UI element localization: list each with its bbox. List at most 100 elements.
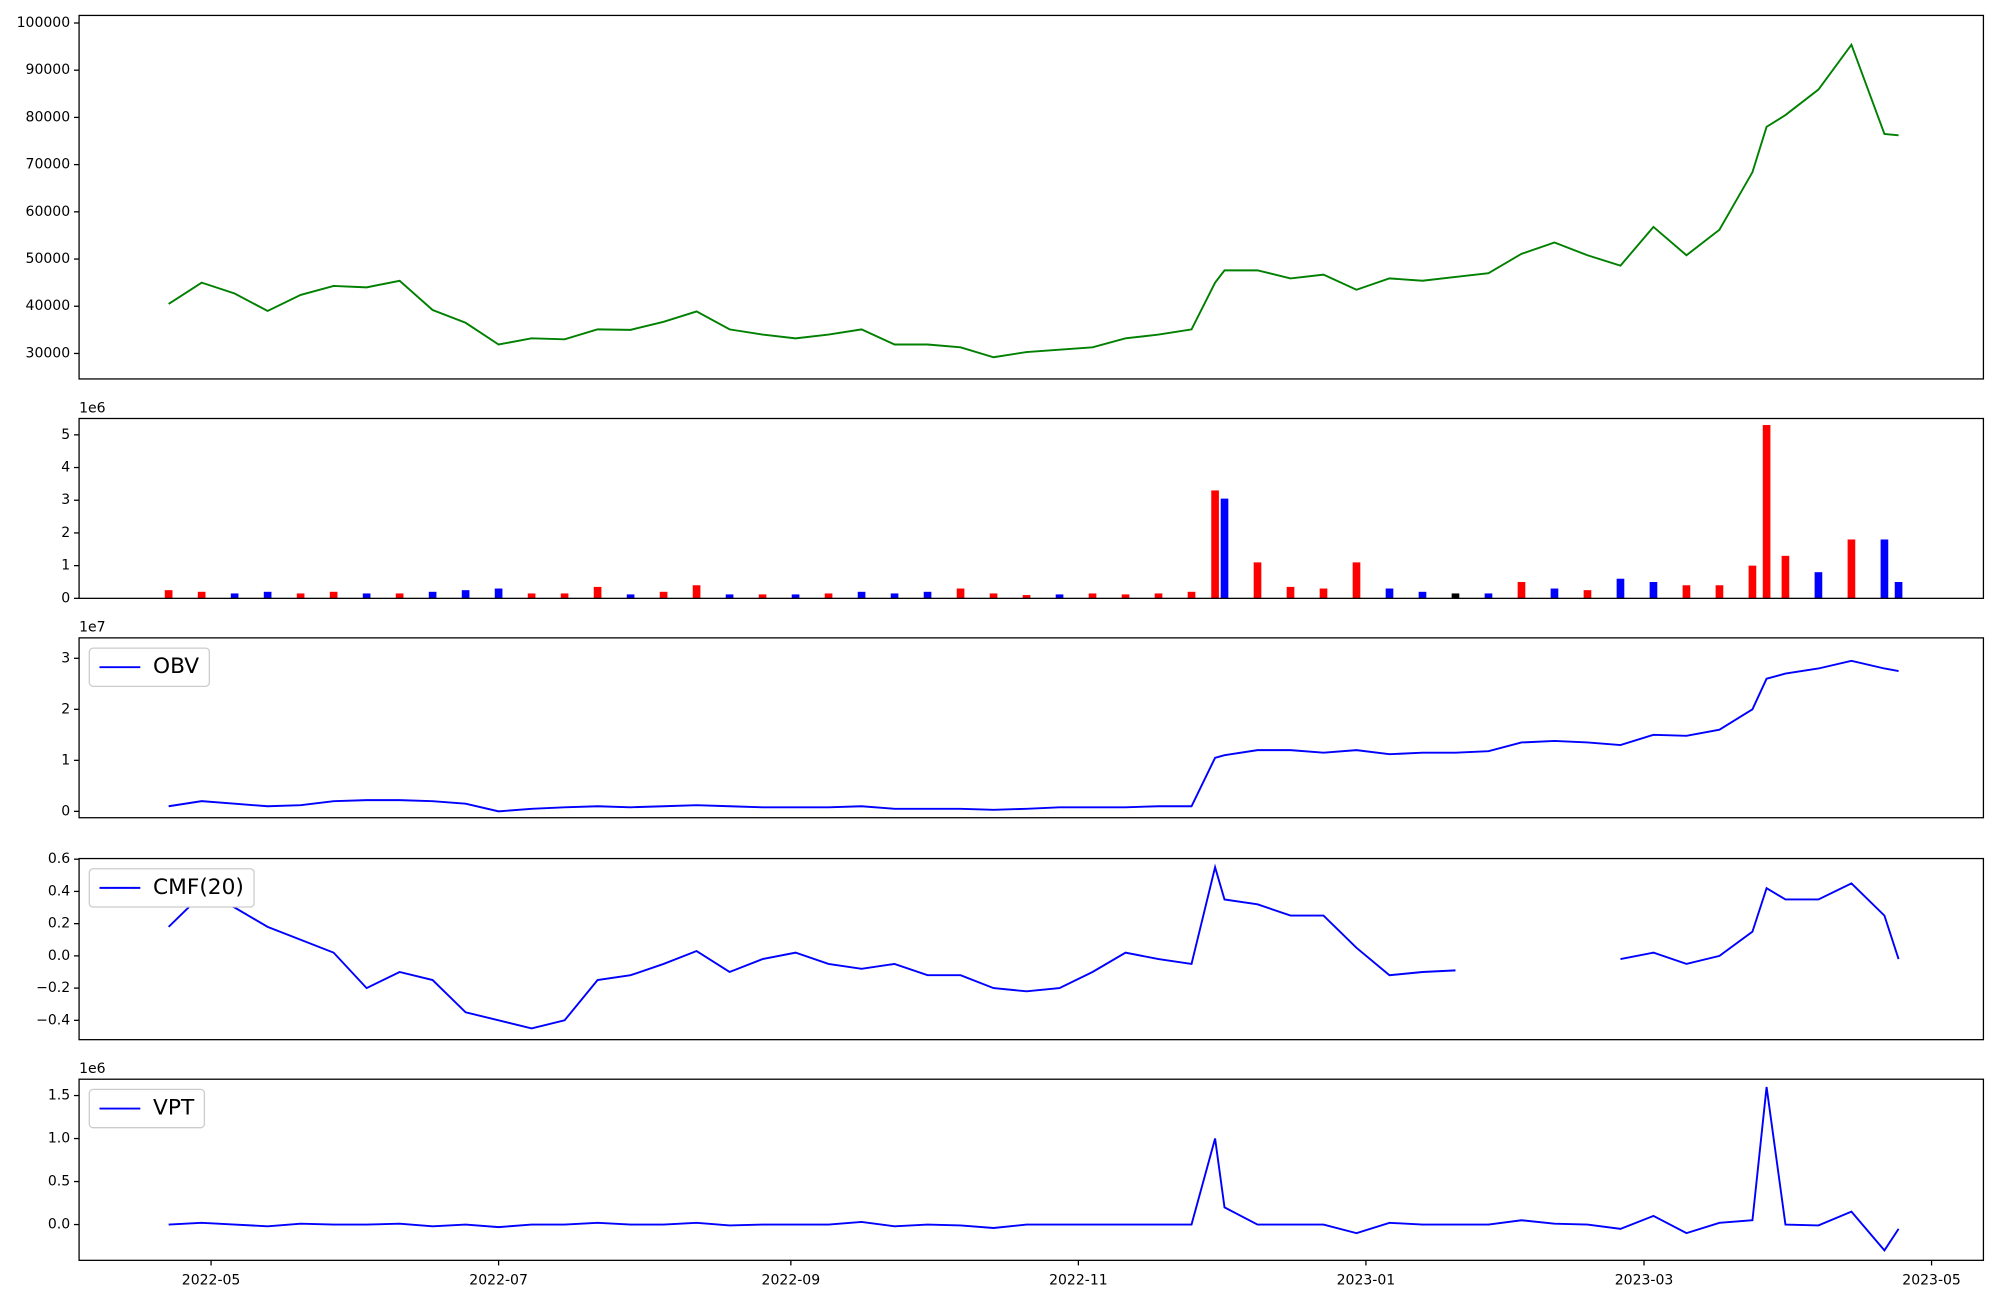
legend-text: OBV <box>153 654 199 679</box>
bar <box>824 593 833 599</box>
line <box>168 659 1899 813</box>
bar <box>1748 565 1757 599</box>
line <box>168 1086 1900 1252</box>
bar <box>527 593 536 599</box>
bar <box>692 585 701 599</box>
axes-frame <box>78 417 1985 599</box>
bar <box>1253 562 1262 599</box>
y-tick-label: 0.6 <box>48 851 70 867</box>
bar <box>1682 585 1691 599</box>
y-tick-label: 0.0 <box>48 1217 70 1233</box>
y-tick-label: −0.4 <box>36 1012 70 1028</box>
legend-text: CMF(20) <box>153 875 244 900</box>
axes-frame <box>78 637 1985 819</box>
bar <box>1187 591 1196 599</box>
x-tick-label: 2022-09 <box>762 1273 821 1289</box>
bar <box>263 591 272 599</box>
bar <box>461 590 470 599</box>
bar <box>1484 593 1493 599</box>
bar <box>197 591 206 599</box>
bar <box>362 593 371 599</box>
y-tick-label: 70000 <box>26 157 71 173</box>
bar <box>1762 425 1771 599</box>
bar <box>1781 555 1790 599</box>
y-tick-label: 100000 <box>17 15 71 31</box>
bar <box>1517 581 1526 599</box>
bar <box>1385 588 1394 599</box>
axes-frame <box>78 1078 1985 1261</box>
bar <box>1154 593 1163 599</box>
bar <box>1055 594 1064 599</box>
bar <box>1814 572 1823 599</box>
y-tick-label: 3 <box>61 650 70 666</box>
bar <box>791 594 800 599</box>
bar <box>230 593 239 599</box>
bar <box>725 594 734 599</box>
y-tick-label: 2 <box>61 525 70 541</box>
line <box>167 863 1900 1030</box>
bar <box>1847 539 1856 599</box>
legend-box <box>88 647 210 687</box>
x-tick-label: 2022-07 <box>469 1273 528 1289</box>
y-tick-label: 1 <box>61 752 70 768</box>
bar <box>1220 498 1229 599</box>
y-tick-label: 0.0 <box>48 948 70 964</box>
axis-offset-label: 1e7 <box>79 620 105 636</box>
legend-text: VPT <box>153 1096 195 1121</box>
bar <box>428 591 437 599</box>
legend-box <box>88 1088 206 1129</box>
y-tick-label: 0.5 <box>48 1174 70 1190</box>
y-tick-label: 90000 <box>26 62 71 78</box>
bar <box>1418 591 1427 599</box>
bar <box>1022 595 1031 599</box>
x-tick-label: 2022-05 <box>182 1273 241 1289</box>
bar <box>1451 593 1460 599</box>
x-tick-label: 2023-03 <box>1615 1273 1674 1289</box>
bar <box>329 591 338 599</box>
y-tick-label: 40000 <box>26 298 71 314</box>
axes-frame <box>78 14 1985 380</box>
bar <box>1319 588 1328 599</box>
bar <box>626 594 635 599</box>
bar <box>593 586 602 599</box>
bar <box>494 588 503 599</box>
y-tick-label: 3 <box>61 492 70 508</box>
x-tick-label: 2023-01 <box>1337 1273 1396 1289</box>
x-tick-label: 2022-11 <box>1049 1273 1108 1289</box>
y-tick-label: 4 <box>61 460 70 476</box>
bar <box>890 593 899 599</box>
bar <box>1880 539 1889 599</box>
bar <box>1286 586 1295 599</box>
bar <box>1616 578 1625 599</box>
bar <box>1715 585 1724 599</box>
y-tick-label: 0 <box>61 590 70 606</box>
bar <box>1583 590 1592 599</box>
bar <box>1649 581 1658 599</box>
bar <box>659 591 668 599</box>
y-tick-label: 50000 <box>26 251 71 267</box>
bar <box>857 591 866 599</box>
bar <box>164 590 173 599</box>
bar <box>956 588 965 599</box>
bar <box>1211 490 1219 599</box>
bar <box>1121 594 1130 599</box>
bar <box>758 594 767 599</box>
y-tick-label: 1 <box>61 558 70 574</box>
y-tick-label: 0.4 <box>48 883 70 899</box>
y-tick-label: 1.5 <box>48 1088 70 1104</box>
axes-frame <box>78 857 1985 1041</box>
y-tick-label: 0 <box>61 803 70 819</box>
y-tick-label: 5 <box>61 427 70 443</box>
legend-box <box>88 868 255 908</box>
line <box>168 42 1899 359</box>
y-tick-label: 1.0 <box>48 1131 70 1147</box>
y-tick-label: 2 <box>61 701 70 717</box>
y-tick-label: 0.2 <box>48 916 70 932</box>
bar <box>395 593 404 599</box>
bar <box>296 593 305 599</box>
bar <box>1088 593 1097 599</box>
y-tick-label: 60000 <box>26 204 71 220</box>
x-tick-label: 2023-05 <box>1902 1273 1961 1289</box>
bar <box>989 593 998 599</box>
